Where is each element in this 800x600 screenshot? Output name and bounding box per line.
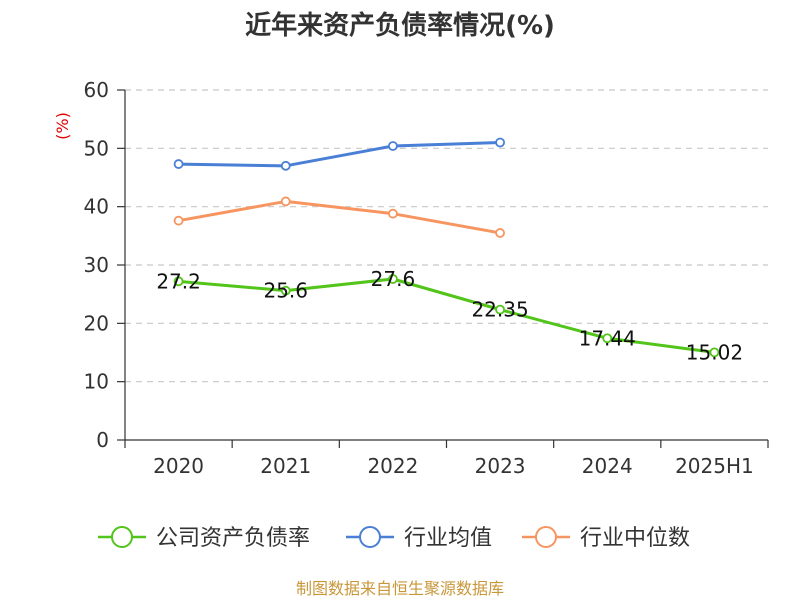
data-label: 15.02 (686, 340, 743, 364)
y-tick-label: 40 (84, 195, 109, 219)
data-point (388, 208, 398, 219)
data-point (388, 141, 398, 151)
y-tick-label: 50 (84, 136, 109, 160)
data-point (280, 160, 291, 171)
data-label: 27.6 (371, 267, 416, 291)
legend-marker (535, 526, 557, 548)
x-tick-label: 2022 (367, 454, 418, 478)
x-tick-label: 2024 (582, 454, 633, 478)
axes: 0 10 20 30 40 50 60 2020 2021 2022 2023 2024 2025H1 (84, 78, 769, 478)
data-label: 25.6 (263, 279, 308, 303)
data-label: 22.35 (471, 298, 528, 322)
data-point (602, 333, 613, 344)
data-point (495, 304, 505, 315)
y-tick-label: 20 (84, 311, 109, 335)
chart-title: 近年来资产负债率情况(%) (245, 10, 555, 41)
x-tick-label: 2025H1 (675, 454, 754, 478)
y-axis-label: (%) (53, 112, 72, 140)
data-label: 27.2 (156, 269, 201, 293)
series-1: 27.2 25.6 27.6 22.35 17.44 15.02 (156, 267, 743, 364)
y-tick-label: 0 (96, 428, 109, 452)
legend-item-2: 行业均值 (346, 526, 492, 551)
series-2 (173, 137, 505, 171)
x-tick-label: 2021 (260, 454, 311, 478)
legend-marker (111, 526, 133, 548)
series-line (178, 199, 501, 235)
series-line (178, 277, 715, 354)
legend-item-1: 公司资产负债率 (98, 526, 310, 551)
data-label: 17.44 (579, 326, 636, 350)
y-tick-label: 60 (84, 78, 109, 102)
y-tick-label: 10 (84, 370, 109, 394)
data-point (280, 196, 291, 207)
grid (125, 89, 768, 383)
series-group: 27.2 25.6 27.6 22.35 17.44 15.02 (156, 137, 743, 364)
source-note: 制图数据来自恒生聚源数据库 (296, 579, 504, 598)
legend: 公司资产负债率 行业均值 行业中位数 (98, 526, 690, 551)
x-tick-label: 2020 (153, 454, 204, 478)
data-point (280, 285, 291, 296)
data-point (173, 215, 184, 226)
legend-label: 行业均值 (404, 526, 492, 551)
data-point (709, 347, 720, 358)
series-3 (173, 196, 505, 238)
legend-item-3: 行业中位数 (522, 526, 690, 551)
legend-marker (359, 526, 381, 548)
data-point (388, 274, 398, 284)
data-point (173, 159, 184, 169)
data-point (495, 137, 505, 148)
y-tick-label: 30 (84, 253, 109, 277)
legend-label: 行业中位数 (580, 526, 690, 551)
series-line (178, 141, 501, 168)
data-point (173, 276, 184, 287)
legend-label: 公司资产负债率 (156, 526, 310, 551)
data-point (495, 228, 505, 238)
x-tick-label: 2023 (475, 454, 526, 478)
